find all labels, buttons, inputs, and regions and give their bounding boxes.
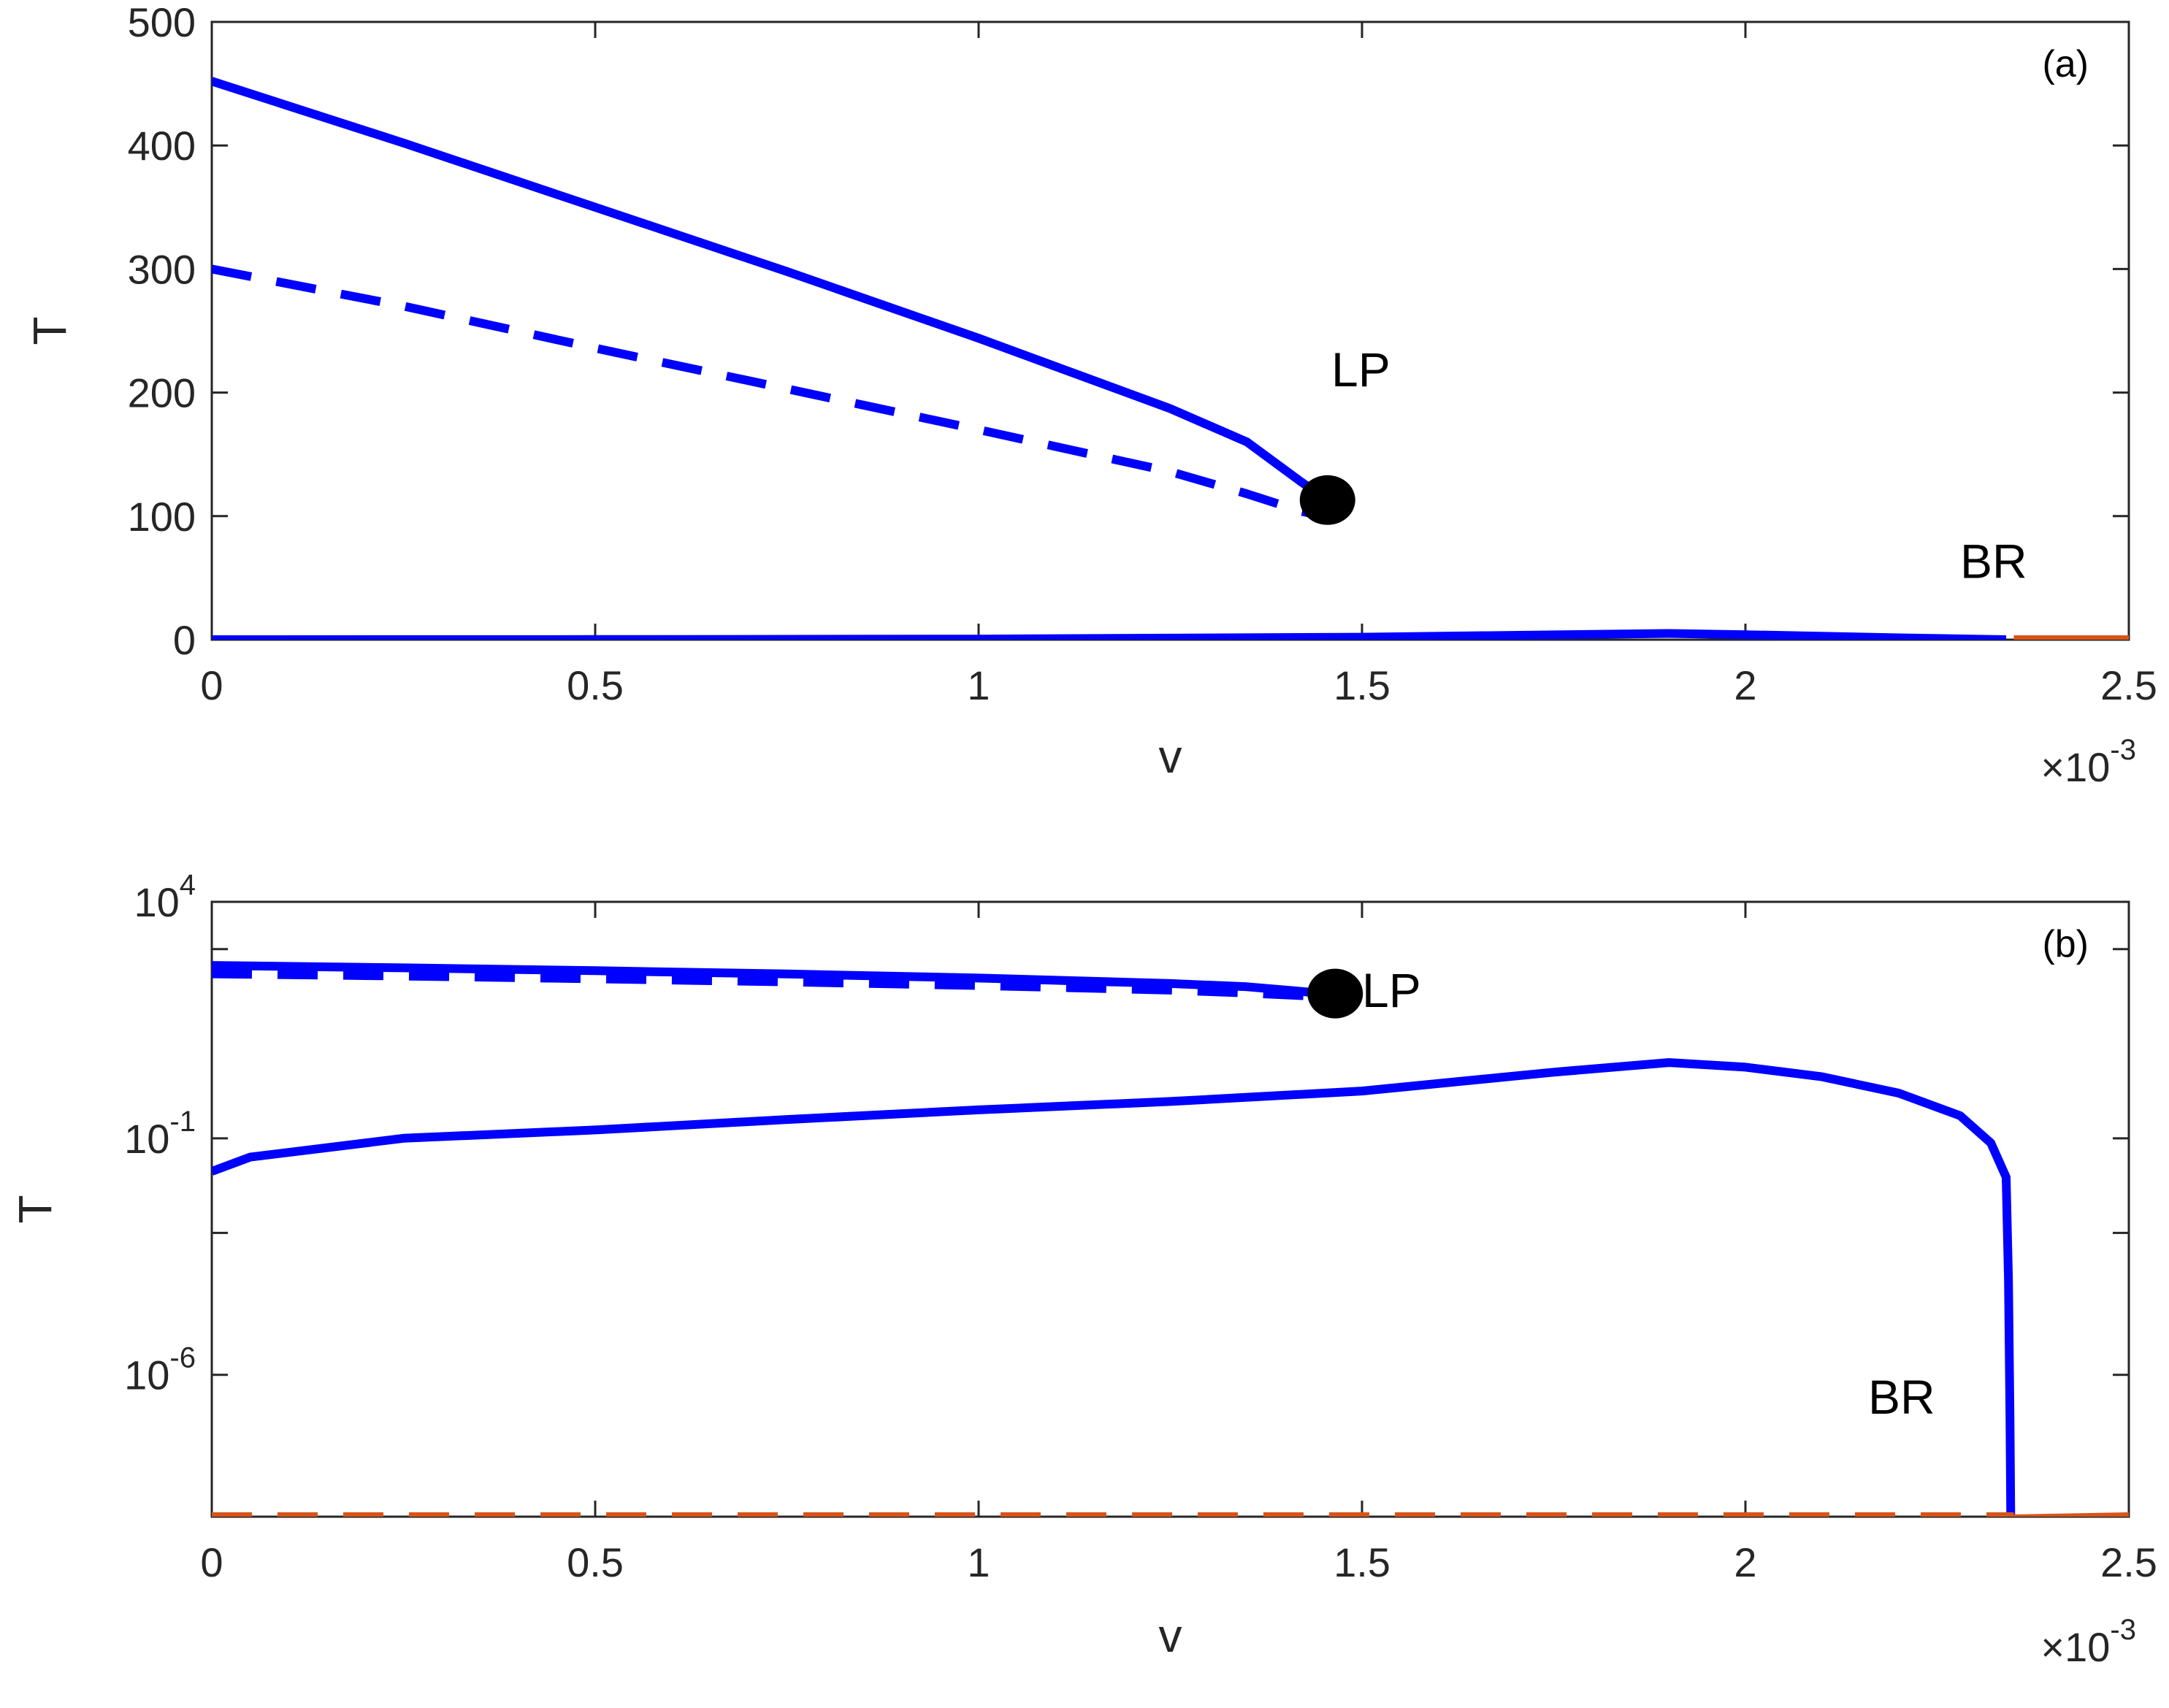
limit-point-marker — [1299, 475, 1355, 525]
x-tick-label: 0 — [200, 1539, 223, 1585]
y-axis-label: T — [23, 316, 76, 345]
y-tick-label: 400 — [128, 123, 196, 169]
x-axis-label: v — [1159, 1609, 1182, 1662]
y-tick-label: 200 — [128, 370, 196, 416]
x-tick-label: 0.5 — [567, 662, 624, 708]
annotation-lp: LP — [1362, 963, 1421, 1017]
x-tick-label: 1.5 — [1334, 662, 1390, 708]
annotation-br: BR — [1960, 534, 2027, 588]
panel-label: (b) — [2042, 923, 2089, 965]
x-tick-label: 2 — [1734, 1539, 1756, 1585]
series-line-1 — [212, 961, 1325, 998]
panel-label: (a) — [2042, 43, 2089, 85]
x-tick-label: 1.5 — [1334, 1539, 1390, 1585]
series-line-3 — [212, 1058, 2016, 1517]
x-tick-label: 0 — [200, 662, 223, 708]
y-tick-label: 300 — [128, 246, 196, 292]
series-line-3 — [212, 629, 2007, 640]
limit-point-marker — [1307, 968, 1363, 1019]
series-line-1 — [212, 77, 1326, 502]
x-tick-label: 1 — [967, 662, 990, 708]
x-axis-label: v — [1159, 730, 1182, 783]
x-tick-label: 2.5 — [2100, 662, 2157, 708]
y-axis-label: T — [9, 1195, 61, 1223]
series-line-2 — [212, 969, 1324, 1001]
annotation-lp: LP — [1331, 342, 1390, 397]
x-tick-label: 1 — [967, 1539, 990, 1585]
y-tick-label: 0 — [173, 617, 196, 663]
y-tick-label: 100 — [128, 494, 196, 540]
y-tick-label: 500 — [128, 0, 196, 45]
annotation-br: BR — [1868, 1370, 1935, 1424]
x-tick-label: 2.5 — [2100, 1539, 2157, 1585]
x-tick-label: 0.5 — [567, 1539, 624, 1585]
x-tick-label: 2 — [1734, 662, 1756, 708]
